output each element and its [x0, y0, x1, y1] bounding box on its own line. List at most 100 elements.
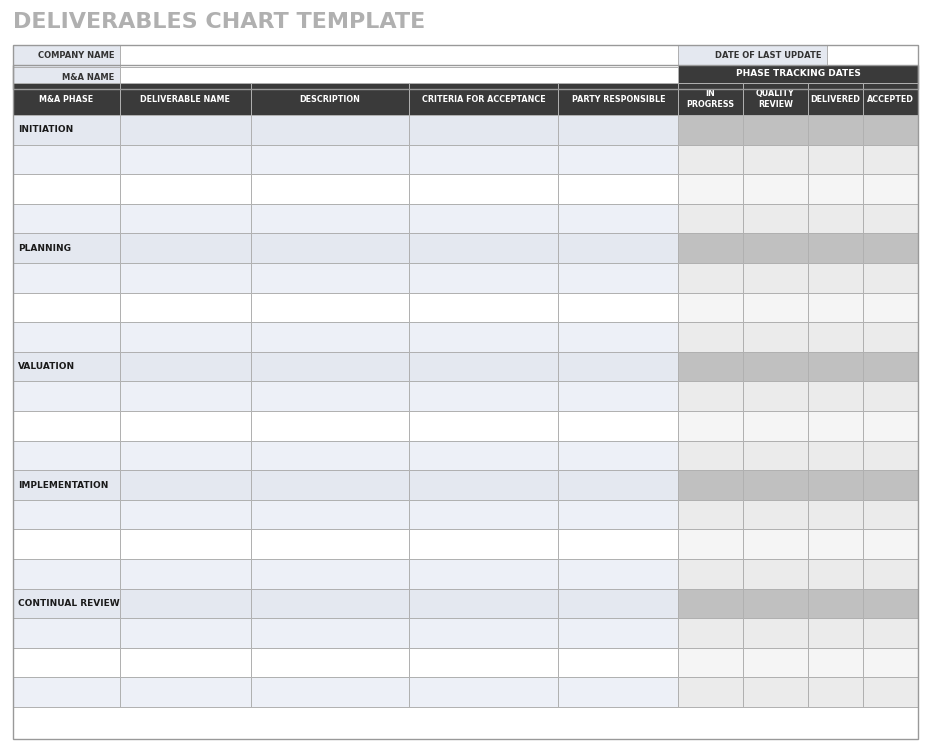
Bar — [678, 83, 743, 115]
Bar — [119, 322, 251, 352]
Text: DATE OF LAST UPDATE: DATE OF LAST UPDATE — [715, 51, 822, 60]
Bar — [251, 174, 409, 204]
Bar — [559, 83, 678, 115]
Text: COMPANY NAME: COMPANY NAME — [38, 51, 115, 60]
Bar — [251, 381, 409, 411]
Text: M&A PHASE: M&A PHASE — [39, 95, 93, 104]
Text: CONTINUAL REVIEW: CONTINUAL REVIEW — [18, 599, 119, 608]
Bar — [559, 144, 678, 174]
Bar — [409, 322, 559, 352]
Bar — [678, 618, 743, 647]
Bar — [251, 204, 409, 233]
Bar — [119, 500, 251, 529]
Bar — [743, 233, 808, 263]
Bar — [13, 144, 119, 174]
Bar — [743, 559, 808, 589]
Bar — [251, 293, 409, 322]
Bar — [559, 441, 678, 470]
Bar — [119, 441, 251, 470]
Bar — [678, 174, 743, 204]
Bar — [743, 144, 808, 174]
Bar — [678, 293, 743, 322]
Bar — [409, 381, 559, 411]
Bar — [743, 647, 808, 678]
Bar — [559, 559, 678, 589]
Bar — [559, 381, 678, 411]
Bar — [808, 559, 863, 589]
Bar — [808, 529, 863, 559]
Bar — [559, 174, 678, 204]
Bar — [559, 647, 678, 678]
Bar — [863, 204, 918, 233]
Bar — [251, 589, 409, 618]
Bar — [13, 441, 119, 470]
Bar — [743, 470, 808, 500]
Bar — [13, 529, 119, 559]
Bar — [409, 529, 559, 559]
Bar — [119, 411, 251, 441]
Text: VALUATION: VALUATION — [18, 362, 75, 371]
Bar — [678, 441, 743, 470]
Bar — [119, 293, 251, 322]
Bar — [863, 500, 918, 529]
Bar — [13, 67, 119, 89]
Bar — [827, 45, 918, 67]
Bar — [409, 647, 559, 678]
Bar — [13, 233, 119, 263]
Bar — [678, 322, 743, 352]
Bar — [678, 470, 743, 500]
Bar — [678, 352, 743, 381]
Bar — [678, 45, 827, 67]
Text: INITIATION: INITIATION — [18, 126, 74, 135]
Bar — [13, 204, 119, 233]
Bar — [808, 411, 863, 441]
Bar — [863, 678, 918, 707]
Text: DELIVERED: DELIVERED — [811, 95, 860, 104]
Text: PLANNING: PLANNING — [18, 244, 71, 253]
Bar — [808, 589, 863, 618]
Bar — [251, 83, 409, 115]
Bar — [863, 233, 918, 263]
Bar — [678, 144, 743, 174]
Bar — [409, 678, 559, 707]
Bar — [559, 618, 678, 647]
Bar — [743, 263, 808, 293]
Bar — [808, 381, 863, 411]
Text: M&A NAME: M&A NAME — [62, 74, 115, 83]
Bar — [743, 115, 808, 144]
Bar — [743, 381, 808, 411]
Bar — [808, 470, 863, 500]
Bar — [743, 204, 808, 233]
Bar — [409, 559, 559, 589]
Bar — [827, 67, 918, 89]
Text: IN
PROGRESS: IN PROGRESS — [686, 89, 735, 109]
Bar — [808, 115, 863, 144]
Bar — [119, 83, 251, 115]
Bar — [559, 322, 678, 352]
Bar — [863, 293, 918, 322]
Bar — [743, 618, 808, 647]
Bar — [808, 233, 863, 263]
Bar — [678, 233, 743, 263]
Bar — [863, 589, 918, 618]
Bar — [808, 441, 863, 470]
Bar — [13, 352, 119, 381]
Text: DESCRIPTION: DESCRIPTION — [300, 95, 360, 104]
Bar — [808, 293, 863, 322]
Bar — [743, 83, 808, 115]
Bar — [409, 83, 559, 115]
Bar — [13, 45, 918, 89]
Bar — [251, 500, 409, 529]
Bar — [251, 647, 409, 678]
Text: CRITERIA FOR ACCEPTANCE: CRITERIA FOR ACCEPTANCE — [422, 95, 546, 104]
Bar — [678, 411, 743, 441]
Bar — [559, 470, 678, 500]
Bar — [13, 83, 119, 115]
Text: DELIVERABLE NAME: DELIVERABLE NAME — [141, 95, 230, 104]
Bar — [409, 500, 559, 529]
Bar — [743, 529, 808, 559]
Bar — [808, 500, 863, 529]
Bar — [743, 678, 808, 707]
Bar — [743, 441, 808, 470]
Bar — [251, 144, 409, 174]
